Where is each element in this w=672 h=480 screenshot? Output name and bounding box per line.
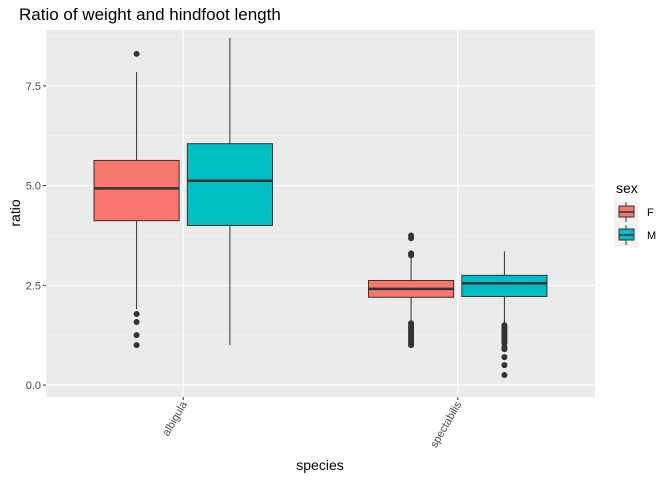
box-iqr <box>93 159 180 222</box>
x-axis: albigula spectabilis <box>160 397 465 450</box>
x-tick-label: spectabilis <box>428 399 464 450</box>
box-spectabilis-F <box>368 232 455 349</box>
outlier-point <box>501 372 508 379</box>
y-axis-title: ratio <box>7 199 23 226</box>
boxes <box>93 37 548 379</box>
outlier-point <box>501 362 508 369</box>
outlier-point <box>133 319 140 326</box>
legend-label: F <box>647 207 654 219</box>
outlier-point <box>408 235 415 242</box>
y-tick-label: 2.5 <box>26 280 41 292</box>
legend-title: sex <box>616 180 638 196</box>
outlier-point <box>408 342 415 349</box>
y-tick-label: 7.5 <box>26 81 41 93</box>
x-tick-label: albigula <box>160 399 190 439</box>
grid-lines <box>46 30 595 397</box>
box-spectabilis-M <box>461 251 548 379</box>
y-axis: 0.0 2.5 5.0 7.5 <box>26 81 46 392</box>
box-albigula-F <box>93 50 180 349</box>
plot-panel <box>46 30 595 397</box>
box-albigula-M <box>186 37 273 346</box>
chart-title: Ratio of weight and hindfoot length <box>19 5 281 24</box>
legend-items: FM <box>614 201 656 247</box>
legend-label: M <box>647 230 656 242</box>
legend: sex FM <box>614 180 656 247</box>
box-iqr <box>186 143 273 226</box>
outlier-point <box>501 346 508 353</box>
outlier-point <box>133 342 140 349</box>
outlier-point <box>501 354 508 361</box>
outlier-point <box>133 50 140 57</box>
y-tick-label: 5.0 <box>26 181 41 193</box>
x-axis-title: species <box>296 457 343 473</box>
outlier-point <box>133 332 140 339</box>
legend-item-M: M <box>614 224 656 247</box>
outlier-point <box>408 252 415 259</box>
y-tick-label: 0.0 <box>26 380 41 392</box>
box-iqr <box>461 274 548 297</box>
outlier-point <box>133 311 140 318</box>
legend-item-F: F <box>614 201 654 224</box>
